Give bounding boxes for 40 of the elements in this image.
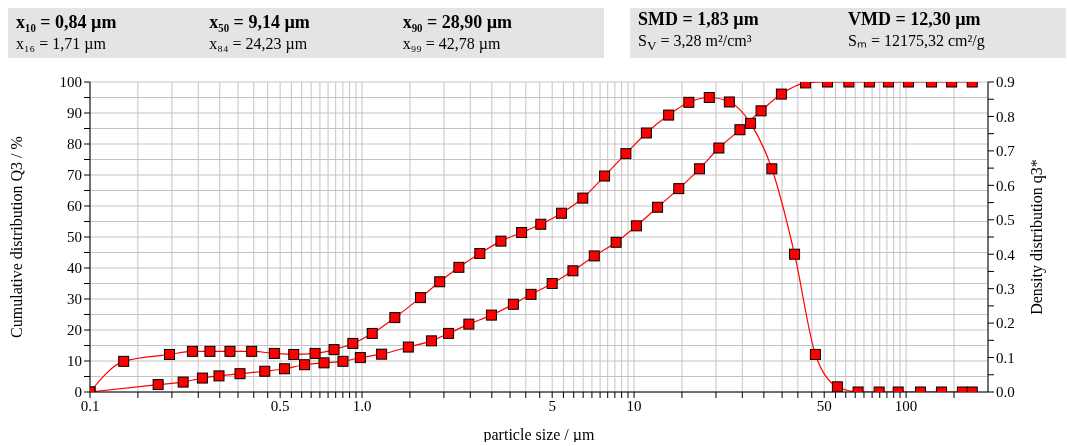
- x-tick-label: 5: [548, 397, 556, 414]
- text: x₉₉ = 42,78 µm: [402, 34, 502, 54]
- text: x₁₆ = 1,71 µm: [16, 34, 107, 54]
- x-tick-label: 0.1: [80, 397, 100, 414]
- y-axis-title: Cumulative distribution Q3 / %: [7, 136, 25, 338]
- y-tick-label: 70: [67, 167, 82, 184]
- y2-tick-label: 0.8: [996, 108, 1015, 125]
- y2-tick-label: 0.1: [996, 349, 1015, 366]
- x-tick-label: 0.5: [270, 397, 290, 414]
- text: SMD = 1,83 µm: [638, 9, 760, 31]
- text: x₅₀ = 9,14 µm: [209, 12, 311, 33]
- text: VMD = 12,30 µm: [848, 9, 982, 31]
- y2-tick-label: 0.4: [996, 246, 1016, 263]
- y2-tick-label: 0.0: [996, 384, 1015, 401]
- y-tick-label: 90: [67, 105, 82, 122]
- y2-tick-label: 0.9: [996, 74, 1015, 91]
- y-tick-label: 0: [74, 384, 82, 401]
- y-tick-label: 50: [67, 229, 82, 246]
- y-tick-label: 40: [67, 260, 82, 277]
- x-tick-label: 100: [894, 397, 918, 414]
- y2-axis-title: Density distribution q3*: [1027, 159, 1046, 315]
- y2-tick-label: 0.3: [996, 280, 1015, 297]
- y2-tick-label: 0.7: [996, 143, 1016, 160]
- y-tick-label: 100: [59, 74, 82, 91]
- y-tick-label: 20: [67, 322, 82, 339]
- y2-tick-label: 0.2: [996, 315, 1015, 332]
- text: x₉₀ = 28,90 µm: [402, 12, 514, 33]
- y-tick-label: 80: [67, 136, 82, 153]
- text: x₈₄ = 24,23 µm: [209, 34, 309, 54]
- y-tick-label: 30: [67, 291, 82, 308]
- y2-tick-label: 0.5: [996, 212, 1015, 229]
- x-tick-label: 50: [816, 397, 832, 414]
- text: Sₘ = 12175,32 cm²/g: [848, 31, 986, 52]
- y2-tick-label: 0.6: [996, 177, 1016, 194]
- x-tick-label: 1.0: [352, 397, 372, 414]
- text: x₁₀ = 0,84 µm: [16, 12, 118, 33]
- y-tick-label: 60: [67, 198, 82, 215]
- y-tick-label: 10: [67, 353, 82, 370]
- text: S$_{V}$ = 3,28 m²/cm³: [638, 31, 753, 56]
- x-tick-label: 10: [626, 397, 642, 414]
